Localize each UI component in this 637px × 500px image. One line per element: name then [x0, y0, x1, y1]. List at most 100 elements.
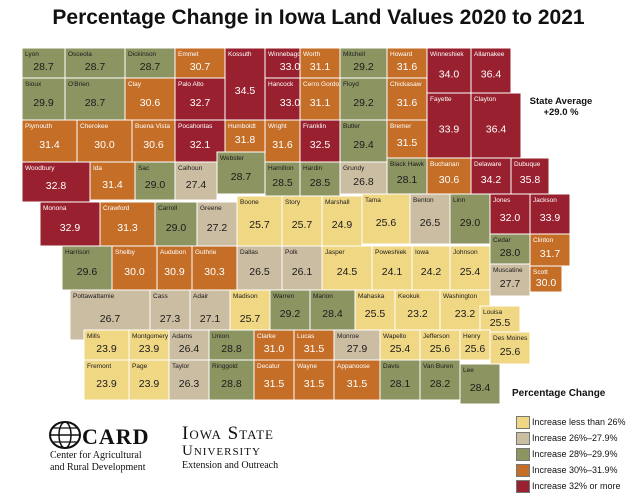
- county-shape: [339, 119, 388, 163]
- legend-swatch: [516, 464, 530, 477]
- county-name: Ringgold: [212, 363, 238, 370]
- county-value: 29.6: [77, 266, 98, 278]
- county-mills: Mills 23.9: [83, 329, 130, 361]
- county-value: 31.3: [117, 222, 138, 234]
- state-average-value: +29.0 %: [543, 107, 579, 118]
- county-value: 34.5: [235, 85, 256, 97]
- county-name: Clayton: [474, 96, 496, 103]
- county-cherokee: Cherokee 30.0: [76, 119, 133, 163]
- county-name: Delaware: [474, 161, 502, 168]
- county-clinton: Clinton 31.7: [529, 233, 571, 267]
- county-poweshiek: Poweshiek 24.1: [371, 245, 413, 291]
- county-name: Page: [132, 363, 148, 370]
- county-worth: Worth 31.1: [299, 47, 341, 79]
- county-name: Black Hawk: [390, 161, 425, 168]
- county-value: 24.5: [337, 266, 358, 278]
- county-kossuth: Kossuth 34.5: [224, 47, 266, 127]
- county-name: Cherokee: [80, 123, 109, 130]
- county-davis: Davis 28.1: [379, 359, 421, 401]
- county-value: 31.5: [264, 378, 285, 390]
- county-shape: [426, 157, 472, 195]
- card-line2: and Rural Development: [50, 462, 146, 473]
- county-name: Grundy: [343, 165, 365, 172]
- county-shape: [361, 193, 411, 245]
- county-shape: [89, 161, 136, 201]
- county-name: Story: [285, 199, 301, 206]
- county-story: Story 25.7: [281, 195, 323, 247]
- county-name: Washington: [443, 293, 477, 300]
- county-value: 32.8: [46, 180, 67, 192]
- county-name: Winneshiek: [430, 51, 464, 58]
- county-value: 29.4: [353, 139, 374, 151]
- county-shape: [449, 193, 491, 245]
- county-value: 33.0: [280, 97, 301, 109]
- county-value: 34.2: [481, 174, 502, 186]
- county-des-moines: Des Moines 25.6: [489, 331, 531, 365]
- county-shape: [333, 329, 381, 361]
- county-buchanan: Buchanan 30.6: [426, 157, 472, 195]
- county-name: Des Moines: [493, 335, 528, 342]
- county-shape: [426, 47, 472, 94]
- county-shape: [39, 201, 101, 247]
- county-shape: [299, 119, 341, 163]
- county-name: Humboldt: [228, 123, 256, 130]
- county-name: Decatur: [257, 363, 281, 370]
- county-van-buren: Van Buren 28.2: [419, 359, 461, 401]
- county-value: 30.6: [143, 139, 164, 151]
- county-name: Audubon: [160, 249, 186, 256]
- county-cerro-gordo: Cerro Gordo 31.1: [299, 77, 341, 121]
- county-value: 26.8: [353, 176, 374, 188]
- county-shape: [168, 359, 210, 401]
- county-name: Jackson: [533, 197, 557, 204]
- county-name: Wright: [268, 123, 287, 130]
- county-name: Cass: [153, 293, 169, 300]
- county-name: Jasper: [325, 249, 345, 256]
- county-name: Emmet: [178, 51, 199, 58]
- county-shape: [309, 289, 356, 331]
- county-name: Jones: [493, 197, 511, 204]
- county-value: 24.2: [421, 266, 442, 278]
- county-value: 31.1: [310, 97, 331, 109]
- county-value: 27.3: [160, 313, 181, 325]
- county-name: Monona: [43, 205, 67, 212]
- legend-item: Increase 28%–29.9%: [516, 448, 637, 461]
- county-shape: [470, 47, 512, 94]
- county-monroe: Monroe 27.9: [333, 329, 381, 361]
- county-shape: [124, 47, 176, 79]
- county-name: Mills: [87, 333, 101, 340]
- county-value: 25.7: [292, 219, 313, 231]
- county-name: Cedar: [493, 237, 512, 244]
- county-name: Marshall: [325, 199, 350, 206]
- county-name: Greene: [200, 205, 222, 212]
- county-name: Worth: [303, 51, 321, 58]
- county-name: Fremont: [87, 363, 111, 370]
- county-name: Buchanan: [430, 161, 460, 168]
- county-jackson: Jackson 33.9: [529, 193, 571, 235]
- county-lyon: Lyon 28.7: [21, 47, 66, 79]
- county-jasper: Jasper 24.5: [321, 245, 373, 291]
- county-value: 26.5: [420, 217, 441, 229]
- county-name: Chickasaw: [390, 81, 422, 88]
- county-bremer: Bremer 31.5: [386, 119, 428, 159]
- county-value: 33.9: [439, 124, 460, 136]
- county-woodbury: Woodbury 32.8: [21, 161, 91, 203]
- county-franklin: Franklin 32.5: [299, 119, 341, 163]
- county-name: Harrison: [65, 249, 90, 256]
- county-floyd: Floyd 29.2: [339, 77, 388, 121]
- county-name: Madison: [233, 293, 258, 300]
- county-wayne: Wayne 31.5: [293, 359, 335, 401]
- county-value: 28.8: [221, 378, 242, 390]
- county-shape: [529, 265, 563, 293]
- county-carroll: Carroll 29.0: [154, 201, 198, 247]
- county-value: 23.9: [139, 378, 160, 390]
- county-name: Pocahontas: [178, 123, 213, 130]
- county-value: 25.6: [465, 343, 486, 355]
- legend-item: Increase 32% or more: [516, 480, 637, 493]
- county-name: Appanoose: [337, 363, 370, 370]
- county-value: 27.4: [186, 179, 207, 191]
- county-value: 23.2: [407, 308, 428, 320]
- county-shape: [281, 245, 323, 291]
- county-shape: [174, 161, 218, 201]
- county-page: Page 23.9: [128, 359, 170, 401]
- county-webster: Webster 28.7: [216, 151, 266, 195]
